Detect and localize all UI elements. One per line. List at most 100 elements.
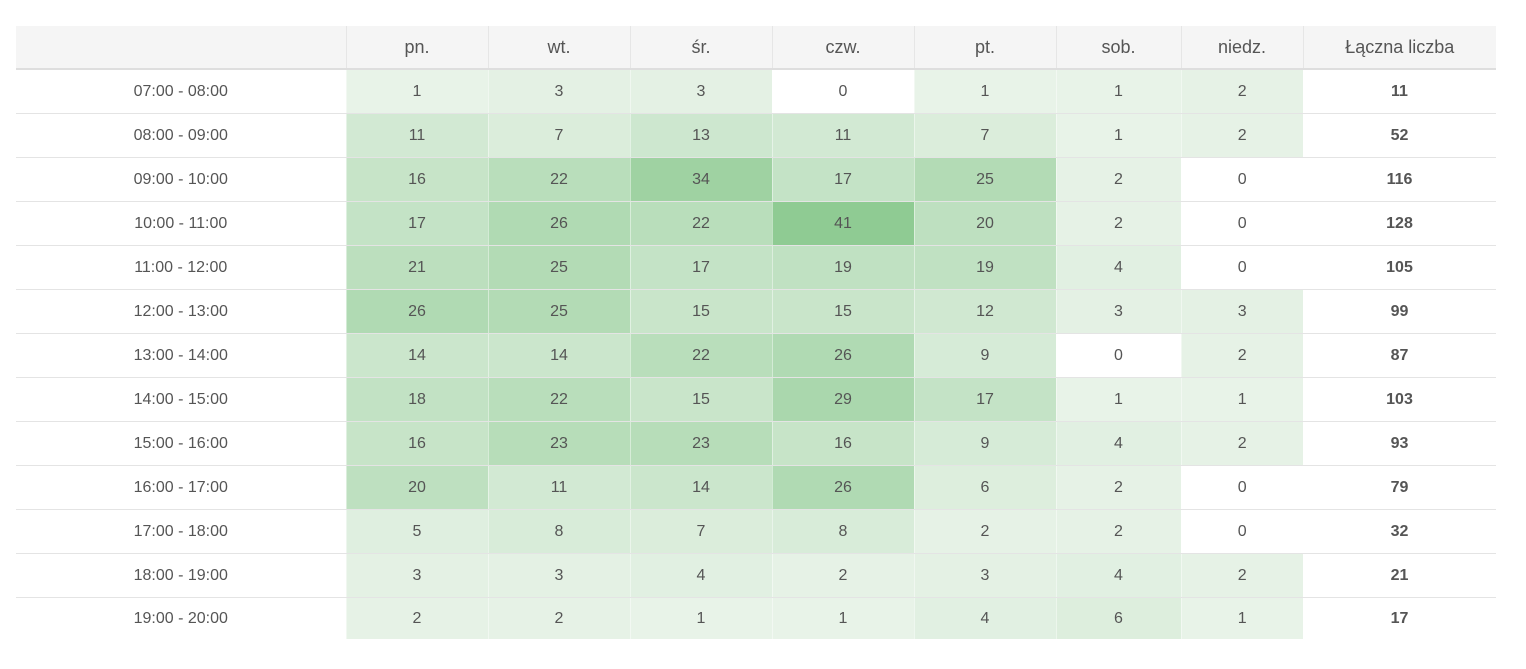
heatmap-cell[interactable]: 11 [345,113,488,158]
heatmap-cell[interactable]: 2 [1055,465,1181,510]
heatmap-cell[interactable]: 0 [1180,509,1303,554]
heatmap-cell[interactable]: 3 [487,553,630,598]
heatmap-cell[interactable]: 1 [771,597,914,639]
heatmap-cell[interactable]: 2 [1055,157,1181,202]
heatmap-cell[interactable]: 2 [487,597,630,639]
heatmap-cell[interactable]: 1 [1055,377,1181,422]
header-day[interactable]: niedz. [1180,26,1303,70]
heatmap-cell[interactable]: 26 [345,289,488,334]
heatmap-cell[interactable]: 3 [487,69,630,114]
header-day[interactable]: śr. [629,26,772,70]
heatmap-cell[interactable]: 17 [913,377,1056,422]
heatmap-cell[interactable]: 9 [913,421,1056,466]
heatmap-cell[interactable]: 19 [771,245,914,290]
heatmap-cell[interactable]: 13 [629,113,772,158]
heatmap-cell[interactable]: 23 [629,421,772,466]
heatmap-cell[interactable]: 22 [629,201,772,246]
heatmap-cell[interactable]: 2 [1180,421,1303,466]
heatmap-cell[interactable]: 26 [487,201,630,246]
heatmap-cell[interactable]: 0 [1180,465,1303,510]
heatmap-cell[interactable]: 15 [629,289,772,334]
heatmap-cell[interactable]: 6 [1055,597,1181,639]
heatmap-cell[interactable]: 1 [1180,377,1303,422]
heatmap-cell[interactable]: 11 [487,465,630,510]
heatmap-cell[interactable]: 15 [771,289,914,334]
heatmap-cell[interactable]: 20 [345,465,488,510]
heatmap-cell[interactable]: 19 [913,245,1056,290]
heatmap-cell[interactable]: 1 [1055,69,1181,114]
heatmap-cell[interactable]: 22 [487,157,630,202]
heatmap-cell[interactable]: 14 [345,333,488,378]
heatmap-cell[interactable]: 21 [345,245,488,290]
heatmap-cell[interactable]: 7 [487,113,630,158]
heatmap-cell[interactable]: 14 [629,465,772,510]
heatmap-cell[interactable]: 34 [629,157,772,202]
heatmap-cell[interactable]: 1 [345,69,488,114]
heatmap-cell[interactable]: 29 [771,377,914,422]
heatmap-cell[interactable]: 23 [487,421,630,466]
heatmap-cell[interactable]: 2 [1055,509,1181,554]
heatmap-cell[interactable]: 16 [345,421,488,466]
heatmap-cell[interactable]: 2 [1180,113,1303,158]
heatmap-cell[interactable]: 3 [1180,289,1303,334]
heatmap-cell[interactable]: 0 [771,69,914,114]
heatmap-cell[interactable]: 26 [771,465,914,510]
heatmap-cell[interactable]: 26 [771,333,914,378]
header-total[interactable]: Łączna liczba [1302,26,1496,70]
heatmap-cell[interactable]: 41 [771,201,914,246]
heatmap-cell[interactable]: 25 [913,157,1056,202]
header-day[interactable]: wt. [487,26,630,70]
header-day[interactable]: pn. [345,26,488,70]
heatmap-cell[interactable]: 8 [487,509,630,554]
heatmap-cell[interactable]: 0 [1180,157,1303,202]
heatmap-cell[interactable]: 18 [345,377,488,422]
hour-label: 19:00 - 20:00 [16,597,346,639]
heatmap-cell[interactable]: 11 [771,113,914,158]
heatmap-cell[interactable]: 0 [1055,333,1181,378]
heatmap-cell[interactable]: 14 [487,333,630,378]
heatmap-cell[interactable]: 7 [629,509,772,554]
heatmap-cell[interactable]: 22 [487,377,630,422]
heatmap-cell[interactable]: 2 [1180,69,1303,114]
heatmap-cell[interactable]: 3 [629,69,772,114]
heatmap-cell[interactable]: 2 [345,597,488,639]
heatmap-cell[interactable]: 4 [913,597,1056,639]
heatmap-cell[interactable]: 1 [1180,597,1303,639]
heatmap-cell[interactable]: 1 [913,69,1056,114]
heatmap-cell[interactable]: 0 [1180,201,1303,246]
heatmap-cell[interactable]: 4 [1055,245,1181,290]
heatmap-cell[interactable]: 25 [487,245,630,290]
heatmap-cell[interactable]: 8 [771,509,914,554]
heatmap-cell[interactable]: 5 [345,509,488,554]
heatmap-cell[interactable]: 20 [913,201,1056,246]
heatmap-cell[interactable]: 17 [345,201,488,246]
heatmap-cell[interactable]: 15 [629,377,772,422]
heatmap-cell[interactable]: 2 [1180,333,1303,378]
heatmap-cell[interactable]: 17 [771,157,914,202]
heatmap-cell[interactable]: 2 [771,553,914,598]
heatmap-cell[interactable]: 25 [487,289,630,334]
heatmap-cell[interactable]: 17 [629,245,772,290]
heatmap-cell[interactable]: 22 [629,333,772,378]
heatmap-cell[interactable]: 16 [345,157,488,202]
heatmap-cell[interactable]: 1 [629,597,772,639]
heatmap-cell[interactable]: 12 [913,289,1056,334]
heatmap-cell[interactable]: 4 [629,553,772,598]
header-day[interactable]: pt. [913,26,1056,70]
heatmap-cell[interactable]: 3 [345,553,488,598]
header-day[interactable]: czw. [771,26,914,70]
heatmap-cell[interactable]: 4 [1055,421,1181,466]
heatmap-cell[interactable]: 16 [771,421,914,466]
header-day[interactable]: sob. [1055,26,1181,70]
heatmap-cell[interactable]: 2 [1055,201,1181,246]
heatmap-cell[interactable]: 0 [1180,245,1303,290]
heatmap-cell[interactable]: 7 [913,113,1056,158]
heatmap-cell[interactable]: 9 [913,333,1056,378]
heatmap-cell[interactable]: 1 [1055,113,1181,158]
heatmap-cell[interactable]: 2 [1180,553,1303,598]
heatmap-cell[interactable]: 6 [913,465,1056,510]
heatmap-cell[interactable]: 3 [1055,289,1181,334]
heatmap-cell[interactable]: 3 [913,553,1056,598]
heatmap-cell[interactable]: 4 [1055,553,1181,598]
heatmap-cell[interactable]: 2 [913,509,1056,554]
